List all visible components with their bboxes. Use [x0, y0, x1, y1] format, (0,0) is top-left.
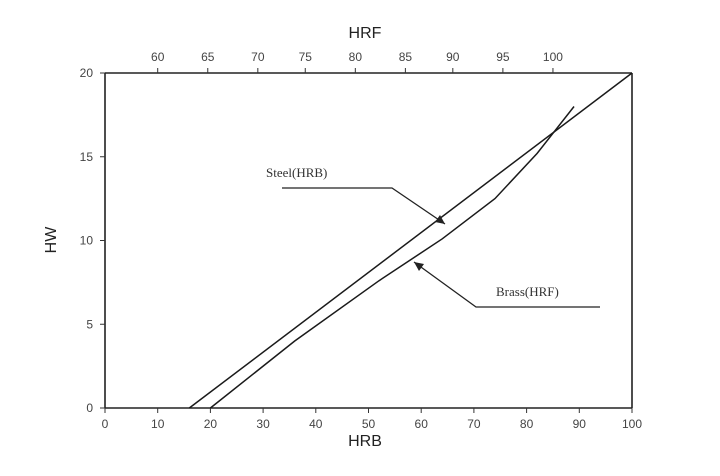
- top-tick-label: 70: [251, 50, 265, 64]
- top-tick-label: 80: [349, 50, 363, 64]
- y-tick-label: 10: [80, 234, 94, 248]
- steel-annotation-label: Steel(HRB): [266, 165, 327, 180]
- x-axis-ticks: 0 10 20 30 40 50 60 70 80 90 100: [102, 408, 642, 431]
- axes: [104, 72, 633, 409]
- top-tick-label: 65: [201, 50, 215, 64]
- top-tick-label: 75: [299, 50, 313, 64]
- y-axis-title: HW: [43, 226, 60, 254]
- brass-leader-line: [413, 261, 600, 308]
- x-tick-label: 20: [204, 417, 218, 431]
- x-tick-label: 40: [309, 417, 323, 431]
- y-tick-label: 15: [80, 150, 94, 164]
- brass-annotation-label: Brass(HRF): [496, 284, 559, 299]
- annotations: Steel(HRB) Brass(HRF): [266, 165, 600, 308]
- x-tick-label: 0: [102, 417, 109, 431]
- x-tick-label: 10: [151, 417, 165, 431]
- x-tick-label: 30: [256, 417, 270, 431]
- steel-hrb-line: [188, 72, 633, 409]
- y-tick-label: 0: [86, 401, 93, 415]
- y-axis-ticks: 0 5 10 15 20: [80, 66, 105, 415]
- y-tick-label: 20: [80, 66, 94, 80]
- x-axis-title: HRB: [348, 433, 382, 450]
- top-tick-label: 85: [399, 50, 413, 64]
- top-tick-label: 100: [543, 50, 563, 64]
- top-tick-label: 95: [496, 50, 510, 64]
- x-tick-label: 60: [415, 417, 429, 431]
- brass-arrowhead: [414, 262, 424, 271]
- top-axis-title: HRF: [349, 25, 382, 42]
- y-tick-label: 5: [86, 317, 93, 331]
- x-tick-label: 100: [622, 417, 642, 431]
- top-tick-label: 90: [446, 50, 460, 64]
- top-tick-label: 60: [151, 50, 165, 64]
- x-tick-label: 90: [573, 417, 587, 431]
- x-tick-label: 80: [520, 417, 534, 431]
- top-axis-ticks: 60 65 70 75 80 85 90 95 100: [151, 50, 563, 73]
- steel-leader-line: [282, 187, 446, 225]
- steel-arrowhead: [435, 215, 445, 224]
- series-lines: [188, 72, 633, 409]
- x-tick-label: 50: [362, 417, 376, 431]
- x-tick-label: 70: [467, 417, 481, 431]
- brass-hrf-line: [209, 106, 575, 409]
